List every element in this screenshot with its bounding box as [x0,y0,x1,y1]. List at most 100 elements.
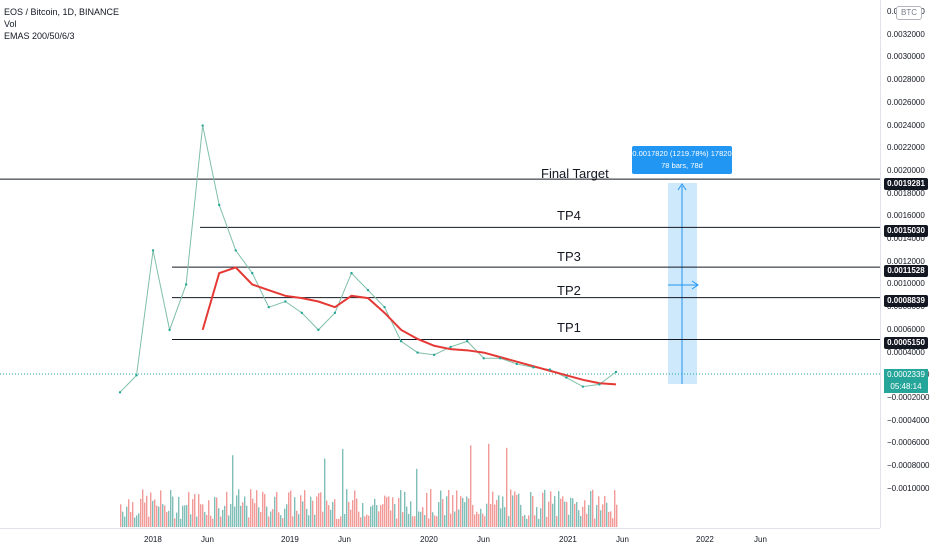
price-scale[interactable]: 0.00340000.00320000.00300000.00280000.00… [880,0,932,528]
volume-bar [586,513,588,527]
volume-bar [156,505,158,527]
volume-bar [126,506,128,527]
volume-bar [314,514,316,527]
volume-bar [150,492,152,527]
price-point [449,345,452,349]
volume-bar [522,516,524,527]
volume-bar [184,505,186,527]
volume-bar [390,510,392,527]
price-tick: 0.0028000 [887,75,925,85]
volume-bar [424,514,426,527]
volume-bar [206,514,208,527]
price-point [168,328,171,332]
currency-badge[interactable]: BTC [896,6,922,20]
volume-bar [130,511,132,527]
volume-bar [560,498,562,527]
volume-bar [218,508,220,527]
volume-bar [282,518,284,527]
current-price-label: 0.0002339 [884,369,928,381]
volume-bar [258,507,260,527]
volume-indicator[interactable]: Vol [4,19,17,29]
volume-bar [260,512,262,527]
volume-bar [464,502,466,527]
volume-bar [290,490,292,527]
volume-bar [596,504,598,527]
volume-bar [352,500,354,527]
volume-bar [198,494,200,527]
price-tick: 0.0018000 [887,188,925,198]
volume-bar [320,492,322,527]
volume-bar [532,496,534,527]
volume-bar [598,496,600,527]
volume-bar [194,494,196,527]
volume-bar [466,496,468,527]
volume-bar [488,443,490,527]
volume-bar [170,489,172,527]
volume-bar [494,504,496,527]
volume-bar [346,489,348,527]
tp2-price: 0.0008839 [884,295,928,307]
volume-bar [256,490,258,527]
volume-bar [122,511,124,527]
volume-bar [316,496,318,527]
price-point [432,353,436,357]
volume-bar [306,508,308,527]
volume-bar [336,518,338,527]
volume-bar [322,511,324,527]
target-lines [0,178,880,341]
volume-bar [540,508,542,527]
volume-bar [278,512,280,527]
volume-bar [442,499,444,527]
volume-bar [366,514,368,527]
volume-bar [274,496,276,527]
volume-bar [264,494,266,527]
volume-bar [548,501,550,527]
time-axis[interactable]: 2018 Jun 2019 Jun 2020 Jun 2021 Jun 2022 Jun [0,528,880,551]
volume-bar [430,489,432,527]
price-tick: 0.0026000 [887,97,925,107]
price-tick: −0.0006000 [887,438,930,448]
volume-bar [504,507,506,527]
volume-bar [384,495,386,527]
volume-bar [482,513,484,527]
volume-bar [572,498,574,527]
volume-bar [166,511,168,527]
price-point [416,351,419,354]
volume-bar [136,515,138,527]
tp1-label: TP1 [557,320,581,335]
volume-bar [142,489,144,527]
volume-bar [398,497,400,527]
volume-bar [552,503,554,527]
volume-bar [186,504,188,527]
volume-bar [576,502,578,527]
price-tick: 0.0010000 [887,279,925,289]
price-point [350,271,353,275]
volume-bar [236,495,238,527]
volume-bar [332,501,334,527]
symbol-title[interactable]: EOS / Bitcoin, 1D, BINANCE [4,7,120,17]
volume-bar [472,504,474,527]
measure-line-2: 78 bars, 78d [661,161,703,170]
price-point [234,249,237,252]
volume-bar [520,504,522,527]
price-point [201,124,204,127]
price-chart[interactable] [0,0,880,528]
volume-bar [298,514,300,527]
volume-bar [158,506,160,527]
volume-bar [502,496,504,527]
volume-bar [268,516,270,527]
volume-bar [600,510,602,527]
volume-bar [202,504,204,527]
time-tick: 2018 [144,535,162,544]
ema-indicator[interactable]: EMAS 200/50/6/3 [4,31,75,41]
volume-bar [436,516,438,527]
volume-bar [378,511,380,527]
volume-bar [286,504,288,527]
volume-bar [374,498,376,527]
volume-bar [450,513,452,527]
volume-bar [324,458,326,527]
volume-bar [362,503,364,527]
price-point [565,376,568,379]
volume-bar [604,495,606,527]
